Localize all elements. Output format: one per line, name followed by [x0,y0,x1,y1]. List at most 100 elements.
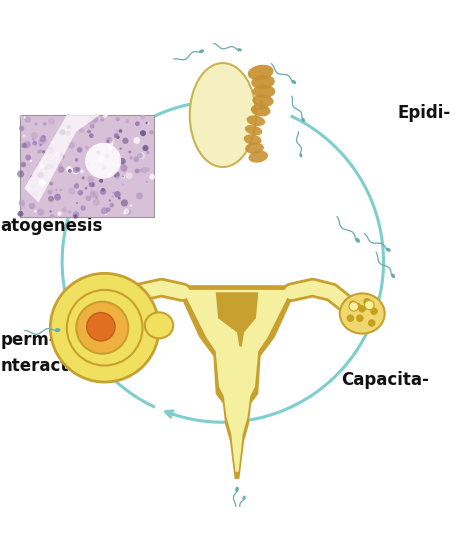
Circle shape [40,174,45,178]
Circle shape [42,135,45,138]
Circle shape [349,302,358,311]
Circle shape [140,130,146,136]
Circle shape [143,212,146,216]
Text: perm-oocyte: perm-oocyte [0,331,119,349]
Circle shape [50,165,55,169]
Ellipse shape [237,48,242,51]
Circle shape [21,162,26,167]
Circle shape [61,157,63,159]
Circle shape [31,132,38,139]
Circle shape [68,188,75,195]
Circle shape [118,197,121,199]
Circle shape [144,138,150,145]
Circle shape [85,196,91,201]
Circle shape [96,151,100,154]
Circle shape [44,166,48,170]
Circle shape [109,147,112,150]
Circle shape [94,114,99,119]
Ellipse shape [190,63,256,167]
Circle shape [31,202,33,205]
Circle shape [90,192,96,198]
Circle shape [32,191,39,198]
Circle shape [146,151,150,154]
Circle shape [57,212,62,216]
Circle shape [25,154,31,160]
Circle shape [89,133,94,138]
Circle shape [65,131,71,136]
Circle shape [46,163,52,170]
Circle shape [138,152,145,159]
Circle shape [34,122,37,126]
Circle shape [124,209,129,214]
Circle shape [39,159,42,162]
Circle shape [123,211,126,215]
Ellipse shape [248,64,273,80]
Circle shape [76,167,80,171]
Ellipse shape [251,104,271,117]
Circle shape [24,117,26,119]
Circle shape [66,114,71,118]
Circle shape [48,118,55,125]
Circle shape [85,143,121,179]
Circle shape [149,130,154,134]
Ellipse shape [245,143,264,154]
Circle shape [116,176,119,179]
Circle shape [38,139,45,145]
Circle shape [135,121,140,126]
Circle shape [138,169,142,172]
Circle shape [68,169,72,173]
Text: atogenesis: atogenesis [0,217,103,235]
Circle shape [368,319,375,327]
Ellipse shape [252,95,273,107]
Ellipse shape [299,153,302,157]
Ellipse shape [245,125,262,136]
Circle shape [105,213,107,215]
Circle shape [55,159,58,162]
Circle shape [128,151,131,153]
Ellipse shape [251,75,275,89]
Circle shape [51,215,55,218]
Circle shape [39,144,42,146]
Circle shape [147,122,149,125]
Circle shape [146,121,148,124]
Circle shape [73,214,78,218]
Circle shape [62,207,67,212]
Ellipse shape [244,134,262,145]
Circle shape [37,150,41,154]
Circle shape [107,141,113,147]
Ellipse shape [199,49,204,53]
Circle shape [58,153,64,160]
Circle shape [107,140,110,143]
Polygon shape [24,115,100,203]
Circle shape [26,140,28,143]
Ellipse shape [235,487,239,492]
Circle shape [80,170,83,173]
Circle shape [73,167,79,173]
Circle shape [30,175,33,178]
Circle shape [59,129,65,136]
Ellipse shape [242,495,246,500]
Circle shape [92,191,99,197]
Ellipse shape [292,80,296,84]
Circle shape [113,191,115,193]
Circle shape [90,124,95,128]
Ellipse shape [391,273,395,278]
Ellipse shape [355,238,360,243]
Circle shape [115,130,118,132]
Circle shape [39,179,46,186]
Circle shape [130,204,132,207]
Circle shape [57,163,63,168]
Circle shape [99,179,103,183]
Circle shape [39,164,44,169]
Circle shape [106,137,112,144]
Circle shape [28,173,31,177]
Circle shape [18,199,25,206]
Circle shape [21,143,27,148]
Circle shape [116,136,119,139]
Circle shape [72,167,79,175]
Circle shape [55,152,60,157]
Circle shape [106,208,110,212]
Circle shape [19,204,26,210]
Circle shape [98,156,105,163]
Circle shape [29,203,36,209]
